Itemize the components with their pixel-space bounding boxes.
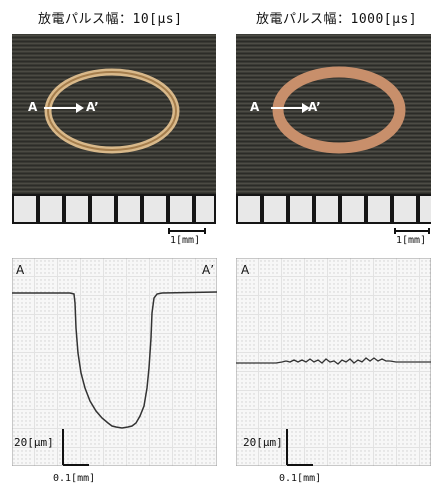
horizontal-scale-label-left: 0.1[mm]: [53, 473, 96, 484]
section-label-left-start: A: [28, 100, 38, 114]
profile-trace-left: [12, 291, 217, 429]
panel-title-right: 放電パルス幅：1000[μs]: [256, 12, 418, 27]
profile-plot-left: [12, 258, 217, 466]
electrode-ring-right: [272, 66, 406, 154]
panel-title-left: 放電パルス幅：10[μs]: [38, 12, 183, 27]
profile-corner-right-start: A: [241, 263, 250, 277]
electrode-photo-left: [12, 34, 216, 224]
electrode-photo-right: [236, 34, 431, 224]
profile-corner-left-start: A: [16, 263, 25, 277]
photo-scale-label-right: 1[mm]: [396, 235, 427, 246]
section-label-right-start: A: [250, 100, 260, 114]
photo-scale-label-left: 1[mm]: [170, 235, 201, 246]
photo-scale-bar-left: 1[mm]: [168, 228, 206, 248]
section-label-left-end: A’: [86, 100, 99, 114]
vertical-scale-label-right: 20[μm]: [243, 436, 283, 449]
profile-trace-right: [236, 357, 431, 365]
profile-corner-left-end: A’: [202, 263, 215, 277]
photo-scale-bar-right: 1[mm]: [394, 228, 430, 248]
horizontal-scale-label-right: 0.1[mm]: [279, 473, 322, 484]
profile-plot-right: [236, 258, 431, 466]
vertical-scale-label-left: 20[μm]: [14, 436, 54, 449]
section-label-right-end: A’: [308, 100, 321, 114]
